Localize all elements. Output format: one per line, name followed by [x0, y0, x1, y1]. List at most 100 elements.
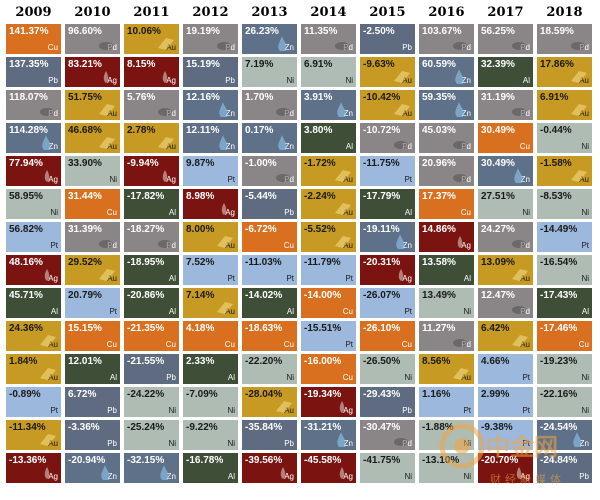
return-cell: -28.04% Au — [242, 387, 297, 417]
return-value: 7.14% — [186, 290, 215, 301]
metal-symbol: Pd — [520, 43, 530, 52]
return-cell: 30.49% Cu — [478, 123, 533, 153]
return-value: 77.94% — [9, 158, 43, 169]
return-cell: 8.00% Au — [183, 222, 238, 252]
metal-symbol: Ni — [227, 406, 235, 415]
metal-symbol: Pb — [48, 76, 58, 85]
return-value: 24.27% — [481, 224, 515, 235]
metal-symbol: Pb — [284, 208, 294, 217]
metal-symbol: Au — [107, 142, 117, 151]
metal-symbol: Pt — [522, 406, 530, 415]
metal-symbol: Al — [227, 472, 235, 481]
metal-symbol: Pd — [520, 307, 530, 316]
return-cell: 17.37% Cu — [419, 189, 474, 219]
metal-symbol: Pt — [404, 307, 412, 316]
return-cell: 32.39% Al — [478, 57, 533, 87]
return-cell: 46.68% Au — [65, 123, 120, 153]
return-cell: 1.84% Au — [6, 354, 61, 384]
return-value: 6.42% — [481, 323, 510, 334]
return-value: 12.11% — [186, 125, 220, 136]
metal-symbol: Zn — [284, 142, 294, 151]
metal-symbol: Cu — [460, 208, 471, 217]
return-cell: 33.90% Ni — [65, 156, 120, 186]
return-value: 114.28% — [9, 125, 48, 136]
return-cell: -5.52% Au — [301, 222, 356, 252]
return-value: 96.60% — [68, 26, 102, 37]
metal-symbol: Pb — [107, 439, 117, 448]
return-value: 2.99% — [481, 389, 510, 400]
return-value: 17.37% — [422, 191, 456, 202]
return-value: -45.58% — [304, 455, 342, 466]
metal-symbol: Ag — [520, 472, 530, 481]
return-cell: -18.63% Cu — [242, 321, 297, 351]
return-cell: -1.72% Au — [301, 156, 356, 186]
metal-symbol: Ni — [168, 406, 176, 415]
return-cell: -13.10% Ni — [419, 453, 474, 483]
return-value: 4.18% — [186, 323, 215, 334]
return-cell: -20.94% Zn — [65, 453, 120, 483]
metal-symbol: Al — [581, 307, 589, 316]
metal-symbol: Au — [402, 76, 412, 85]
metal-symbol: Cu — [47, 43, 58, 52]
metal-symbol: Al — [109, 373, 117, 382]
return-value: 0.17% — [245, 125, 274, 136]
metal-symbol: Al — [168, 307, 176, 316]
return-value: 45.71% — [9, 290, 43, 301]
return-cell: 103.67% Pd — [419, 24, 474, 54]
metal-symbol: Ag — [107, 76, 117, 85]
return-value: 9.87% — [186, 158, 215, 169]
return-cell: -3.36% Pb — [65, 420, 120, 450]
metal-symbol: Ni — [463, 439, 471, 448]
return-value: 8.98% — [186, 191, 215, 202]
return-cell: 2.78% Au — [124, 123, 179, 153]
return-value: 3.80% — [304, 125, 333, 136]
return-value: -5.44% — [245, 191, 277, 202]
metal-symbol: Ni — [168, 439, 176, 448]
return-value: 8.15% — [127, 59, 156, 70]
metal-symbol: Au — [225, 241, 235, 250]
return-value: -20.31% — [363, 257, 401, 268]
metal-symbol: Cu — [342, 307, 353, 316]
return-cell: 58.95% Ni — [6, 189, 61, 219]
return-value: 10.06% — [127, 26, 161, 37]
return-value: -14.49% — [540, 224, 578, 235]
return-value: -18.63% — [245, 323, 283, 334]
metal-symbol: Pb — [284, 439, 294, 448]
return-cell: -9.94% Ag — [124, 156, 179, 186]
metal-symbol: Au — [225, 307, 235, 316]
metal-symbol: Ag — [461, 241, 471, 250]
return-value: 56.82% — [9, 224, 43, 235]
return-cell: -11.75% Pt — [360, 156, 415, 186]
return-cell: -17.79% Al — [360, 189, 415, 219]
return-cell: 45.03% Pd — [419, 123, 474, 153]
return-value: -30.47% — [363, 422, 401, 433]
return-cell: 141.37% Cu — [6, 24, 61, 54]
metal-symbol: Al — [168, 274, 176, 283]
return-value: 83.21% — [68, 59, 102, 70]
metal-symbol: Au — [343, 241, 353, 250]
metal-symbol: Ag — [402, 274, 412, 283]
return-value: 5.76% — [127, 92, 156, 103]
metal-symbol: Zn — [461, 76, 471, 85]
return-cell: -24.84% Pb — [537, 453, 592, 483]
return-value: -1.00% — [245, 158, 277, 169]
metal-symbol: Ag — [48, 274, 58, 283]
metal-symbol: Au — [579, 175, 589, 184]
return-cell: -14.49% Pt — [537, 222, 592, 252]
return-value: 31.19% — [481, 92, 515, 103]
metal-symbol: Ni — [463, 472, 471, 481]
return-cell: -24.54% Zn — [537, 420, 592, 450]
metal-symbol: Pd — [402, 142, 412, 151]
return-value: -10.72% — [363, 125, 401, 136]
return-cell: 6.91% Au — [537, 90, 592, 120]
return-value: 15.15% — [68, 323, 102, 334]
year-header-2009: 2009 — [15, 5, 52, 20]
return-value: -19.11% — [363, 224, 400, 235]
return-value: 12.47% — [481, 290, 515, 301]
return-value: 6.91% — [304, 59, 333, 70]
return-value: -17.82% — [127, 191, 165, 202]
metal-symbol: Zn — [343, 109, 353, 118]
metal-symbol: Au — [343, 175, 353, 184]
metal-symbol: Pb — [107, 406, 117, 415]
metal-symbol: Pt — [345, 274, 353, 283]
